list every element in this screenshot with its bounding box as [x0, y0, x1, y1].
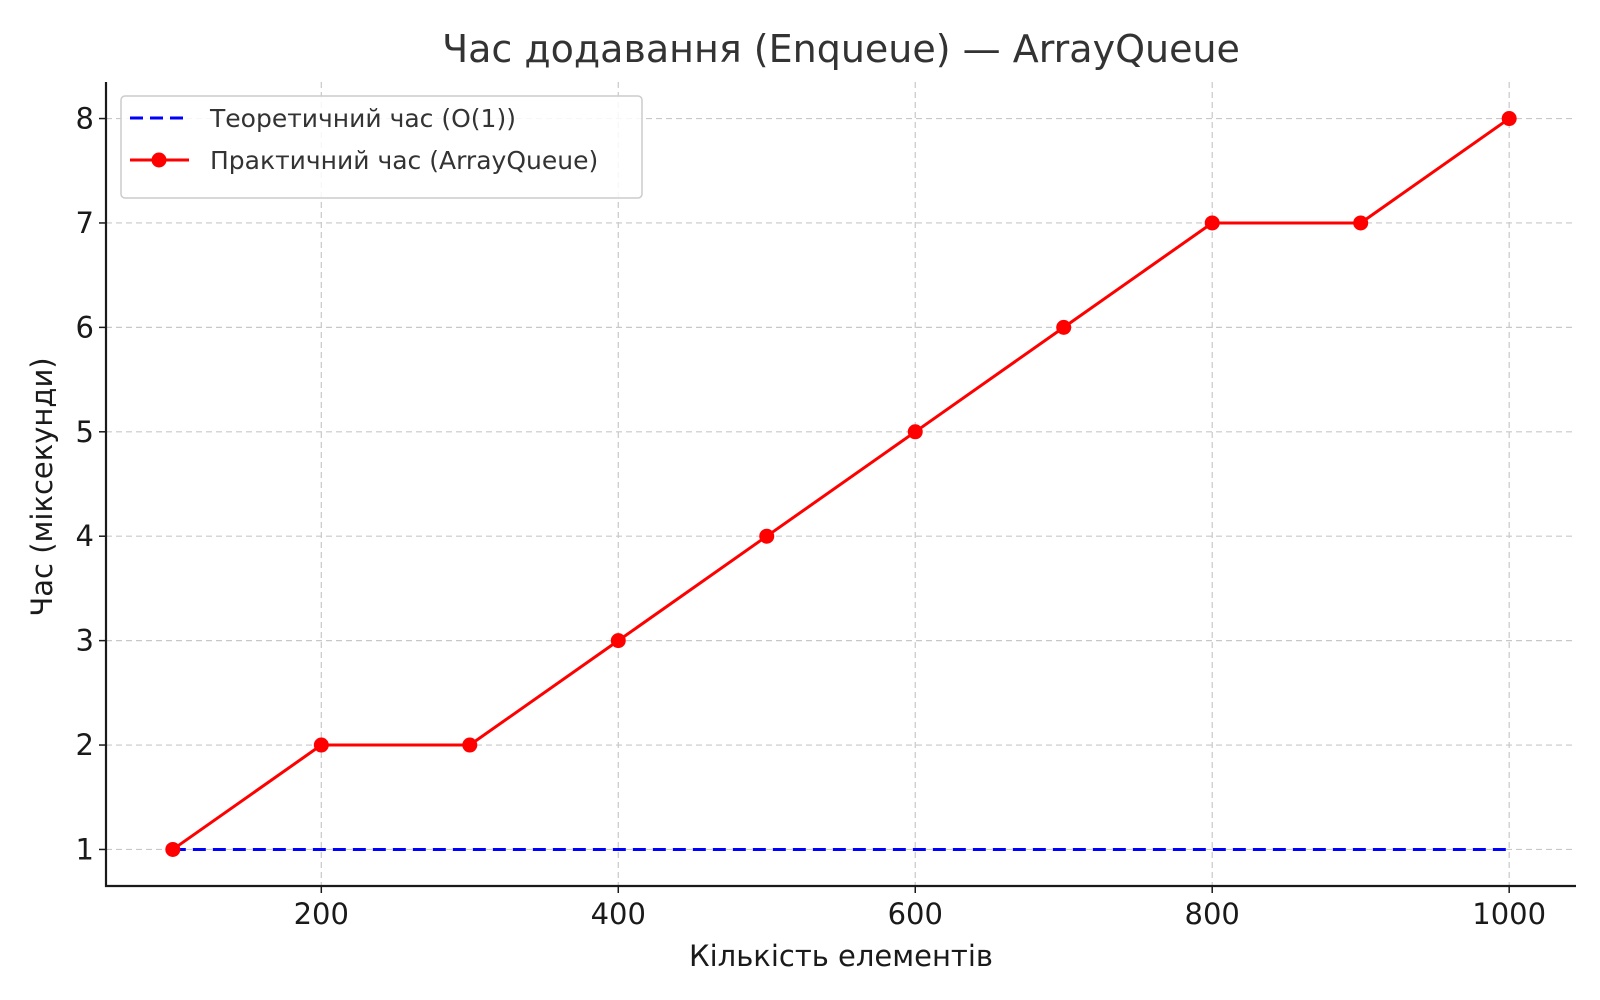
- legend: Теоретичний час (O(1)) Практичний час (Ar…: [120, 95, 643, 199]
- y-tick-label: 8: [76, 102, 94, 136]
- y-tick-label: 4: [76, 519, 94, 553]
- chart-title: Час додавання (Enqueue) — ArrayQueue: [442, 27, 1240, 71]
- legend-label-0: Теоретичний час (O(1)): [209, 104, 516, 133]
- legend-label-1: Практичний час (ArrayQueue): [210, 146, 598, 175]
- series-1-point: [1056, 319, 1072, 335]
- legend-box: [120, 95, 643, 199]
- series-1-point: [313, 737, 329, 753]
- x-tick-label: 400: [591, 897, 646, 931]
- series-1-point: [1204, 215, 1220, 231]
- y-tick-label: 2: [76, 728, 94, 762]
- x-tick-label: 1000: [1472, 897, 1546, 931]
- series-layer: [165, 111, 1517, 857]
- y-tick-label: 3: [76, 624, 94, 658]
- series-1-point: [165, 841, 181, 857]
- y-tick-label: 5: [76, 415, 94, 449]
- y-tick-label: 7: [76, 206, 94, 240]
- x-tick-label: 600: [888, 897, 943, 931]
- legend-marker-1: [151, 152, 167, 168]
- x-tick-label: 200: [294, 897, 349, 931]
- x-axis-label: Кількість елементів: [689, 939, 993, 973]
- series-1-point: [1353, 215, 1369, 231]
- series-1-point: [1501, 111, 1517, 127]
- series-line-1: [171, 117, 1511, 851]
- series-1-point: [610, 633, 626, 649]
- series-1-point: [907, 424, 923, 440]
- axes: 200 400 600 800 1000 1 2 3 4 5 6 7 8: [76, 82, 1576, 931]
- axis-spines: [104, 82, 1576, 888]
- y-tick-label: 1: [76, 832, 94, 866]
- x-tick-label: 800: [1185, 897, 1240, 931]
- y-axis-label: Час (мiксекунди): [25, 357, 59, 616]
- y-tick-label: 6: [76, 310, 94, 344]
- series-1-point: [759, 528, 775, 544]
- series-1-point: [462, 737, 478, 753]
